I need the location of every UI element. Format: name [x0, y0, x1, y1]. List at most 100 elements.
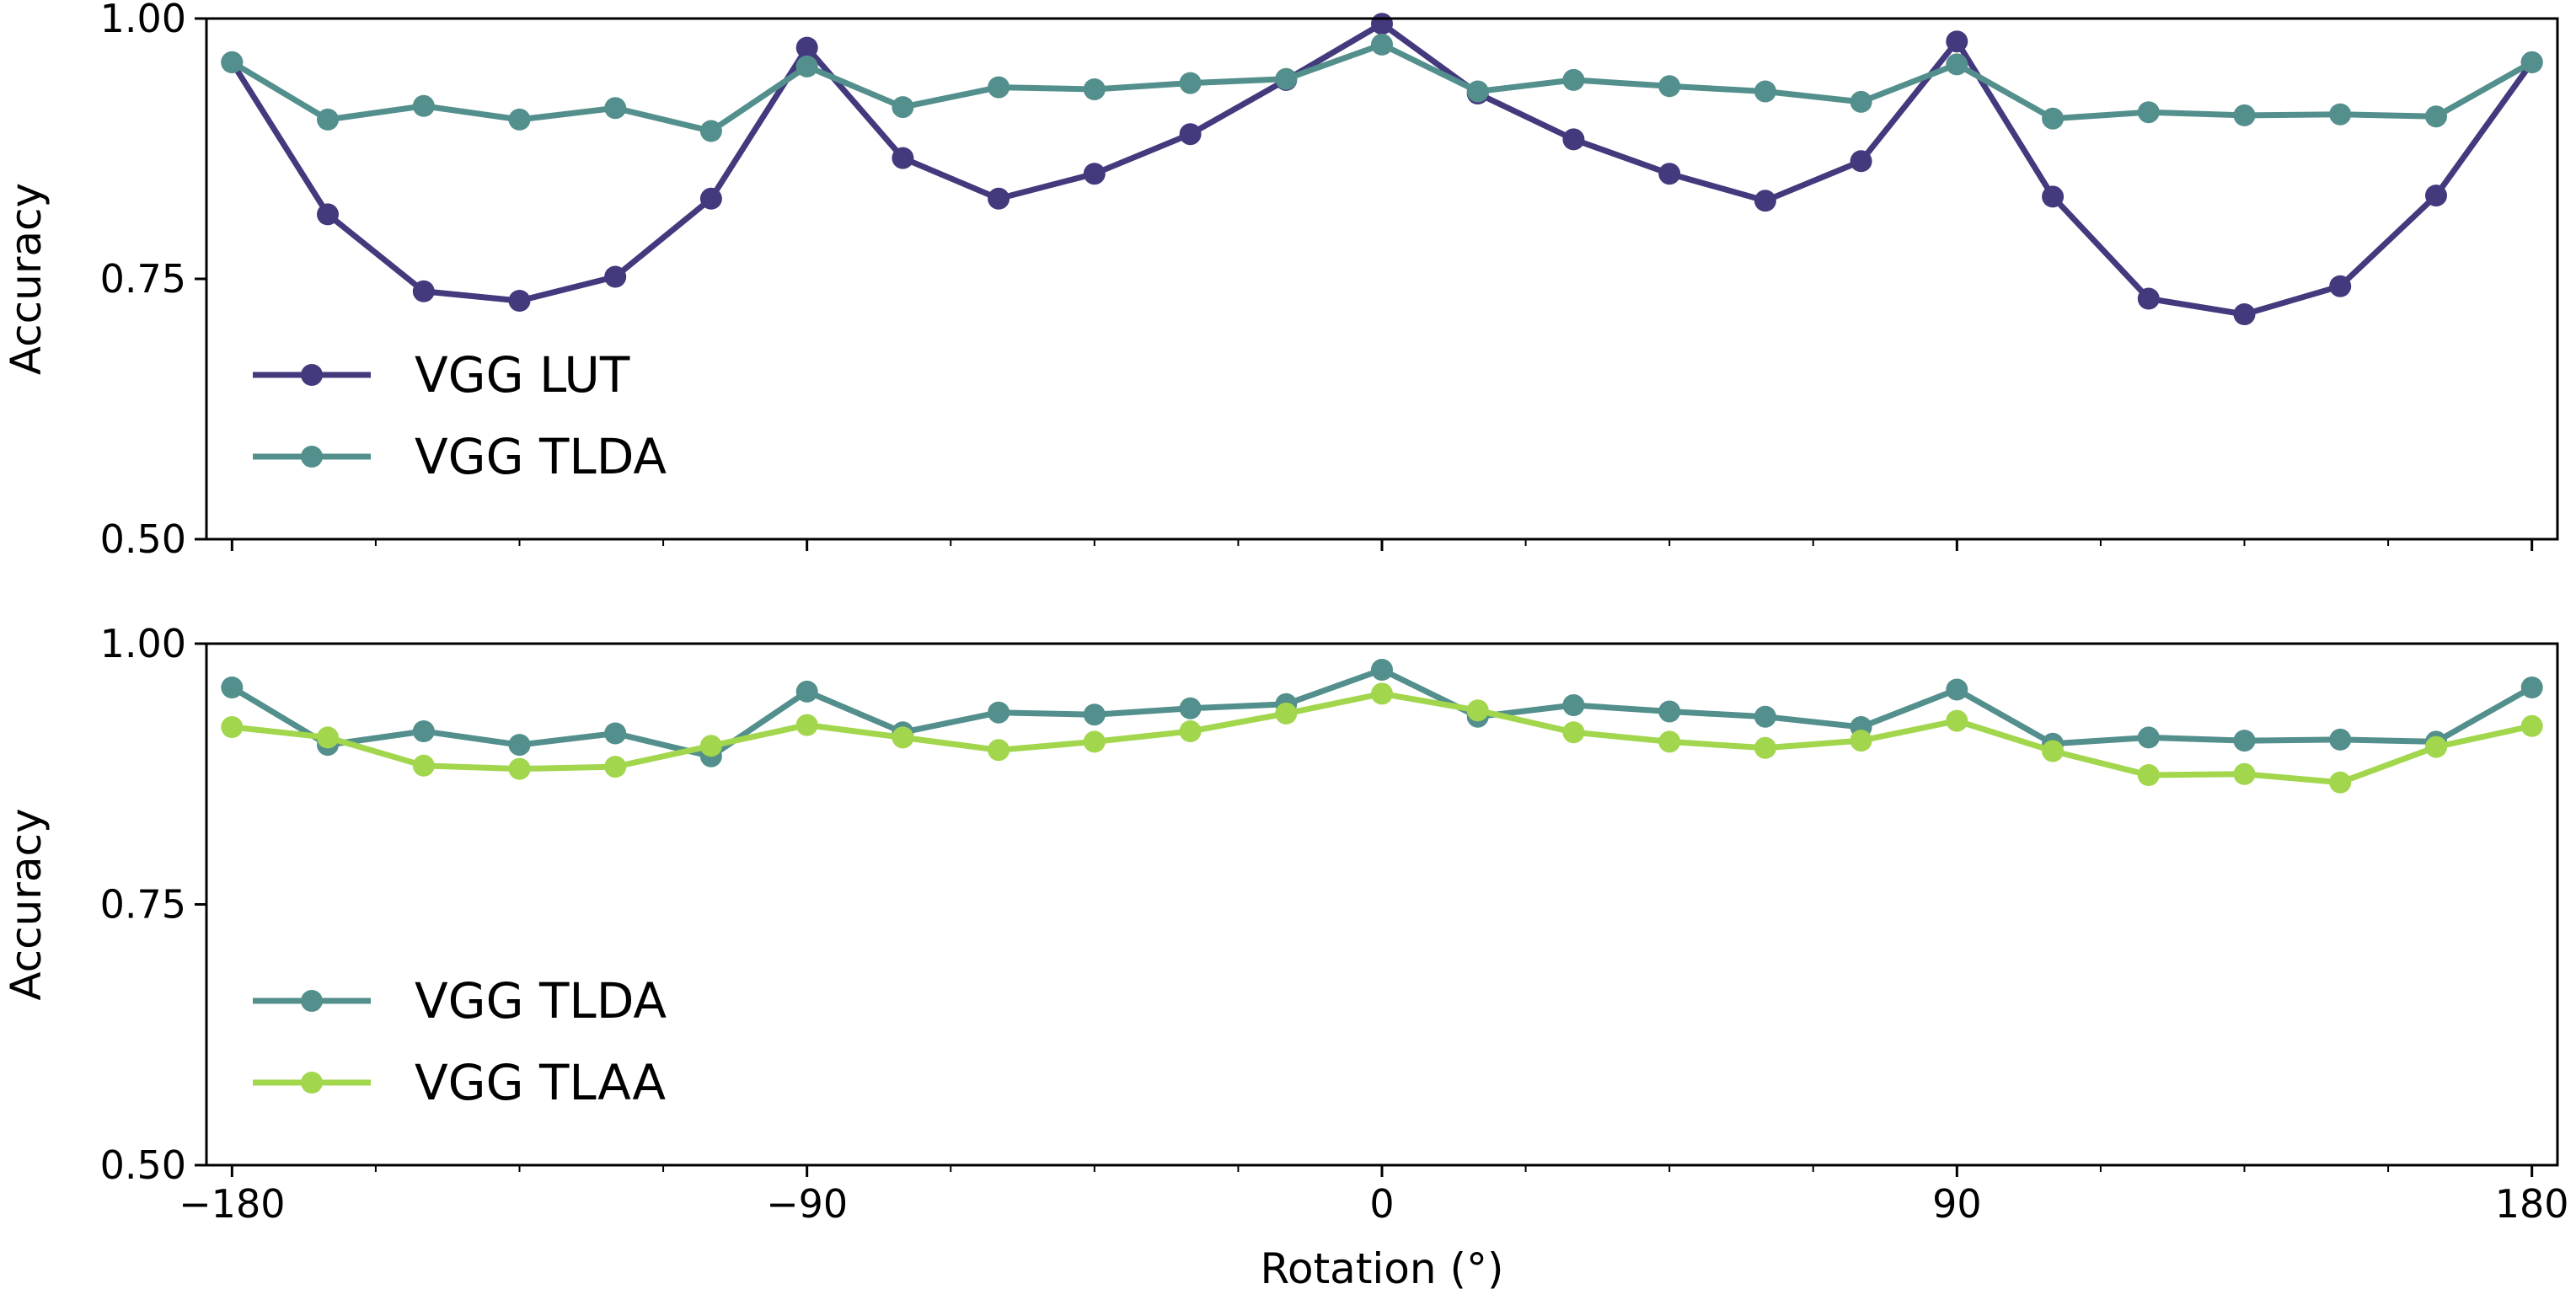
data-point: [2520, 51, 2543, 73]
data-point: [1179, 697, 1202, 719]
data-point: [1946, 678, 1968, 701]
data-point: [892, 96, 914, 119]
data-point: [2329, 771, 2352, 794]
data-point: [988, 739, 1010, 762]
data-point: [1658, 163, 1681, 185]
legend-label: VGG TLDA: [415, 428, 667, 485]
data-point: [1179, 123, 1202, 146]
data-point: [1371, 13, 1393, 35]
data-point: [1754, 705, 1776, 728]
series-vgg-tlda: [221, 33, 2543, 142]
data-point: [604, 97, 627, 120]
data-point: [2329, 103, 2352, 126]
data-point: [1179, 72, 1202, 94]
y-tick-label: 1.00: [100, 621, 186, 666]
legend-marker: [301, 364, 323, 386]
data-point: [892, 147, 914, 169]
data-point: [412, 754, 435, 777]
data-point: [2520, 714, 2543, 737]
data-point: [1083, 730, 1106, 753]
y-tick-label: 0.50: [100, 1142, 186, 1188]
data-point: [508, 108, 531, 131]
data-point: [317, 726, 339, 749]
data-point: [988, 701, 1010, 724]
data-point: [699, 120, 722, 142]
data-point: [699, 735, 722, 757]
x-tick-label: −90: [766, 1181, 848, 1227]
data-point: [1562, 68, 1585, 91]
x-tick-label: 90: [1932, 1181, 1982, 1227]
legend-label: VGG TLAA: [415, 1054, 666, 1111]
series-line-vgg-tlda: [230, 41, 2534, 134]
data-point: [2329, 275, 2352, 297]
x-axis-label: Rotation (°): [1260, 1244, 1503, 1293]
data-point: [1083, 163, 1106, 185]
data-point: [795, 714, 818, 736]
data-point: [317, 203, 339, 226]
data-point: [2520, 677, 2543, 698]
data-point: [1850, 150, 1872, 173]
x-tick-label: 180: [2495, 1181, 2569, 1227]
data-point: [699, 187, 722, 210]
data-point: [604, 265, 627, 288]
data-point: [317, 108, 339, 131]
y-tick-label: 0.50: [100, 516, 186, 562]
series-vgg-tlda: [221, 659, 2543, 767]
y-axis-label: Accuracy: [2, 183, 51, 375]
data-point: [1658, 700, 1681, 723]
legend-label: VGG LUT: [415, 346, 630, 404]
data-point: [2042, 107, 2065, 130]
data-point: [1179, 720, 1202, 742]
data-point: [412, 280, 435, 302]
data-point: [892, 726, 914, 749]
y-tick-label: 0.75: [100, 256, 186, 302]
data-point: [221, 51, 244, 73]
legend: VGG TLDA VGG TLAA: [253, 972, 667, 1111]
data-point: [1371, 682, 1393, 705]
data-point: [1371, 659, 1393, 681]
data-point: [1754, 736, 1776, 759]
x-tick-label: −180: [179, 1181, 285, 1227]
data-point: [1946, 30, 1968, 53]
data-point: [988, 187, 1010, 210]
data-point: [1946, 709, 1968, 732]
data-point: [2233, 104, 2256, 126]
data-point: [1083, 78, 1106, 100]
data-point: [2042, 740, 2065, 762]
data-point: [2329, 728, 2352, 751]
data-point: [1466, 80, 1489, 103]
legend-marker: [301, 1072, 323, 1094]
data-point: [221, 677, 244, 698]
data-point: [795, 36, 818, 59]
data-point: [2233, 303, 2256, 325]
data-point: [1850, 730, 1872, 752]
data-point: [2233, 762, 2256, 785]
data-point: [2042, 185, 2065, 208]
legend-marker: [301, 990, 323, 1012]
data-point: [412, 720, 435, 742]
data-point: [2137, 764, 2160, 786]
data-point: [795, 680, 818, 703]
data-point: [1562, 694, 1585, 716]
data-point: [1083, 703, 1106, 726]
data-point: [1562, 128, 1585, 151]
series-vgg-lut: [221, 13, 2543, 325]
top-panel: 0.50 0.75 1.00 Accuracy VGG LUT VGG TLDA: [2, 0, 2559, 562]
y-axis-label: Accuracy: [2, 808, 51, 1000]
data-point: [795, 55, 818, 78]
data-point: [2137, 287, 2160, 310]
data-point: [988, 76, 1010, 99]
data-point: [604, 722, 627, 745]
legend-marker: [301, 446, 323, 468]
data-point: [2233, 730, 2256, 752]
data-point: [1275, 67, 1298, 90]
data-point: [1562, 721, 1585, 744]
data-point: [508, 290, 531, 312]
bottom-panel: 0.50 0.75 1.00 −180 −90 0 90 180 Accuracy Rotatio…: [2, 621, 2569, 1293]
x-tick-label: 0: [1369, 1181, 1394, 1227]
data-point: [1466, 699, 1489, 722]
data-point: [1850, 90, 1872, 113]
data-point: [1754, 80, 1776, 103]
data-point: [1754, 190, 1776, 212]
